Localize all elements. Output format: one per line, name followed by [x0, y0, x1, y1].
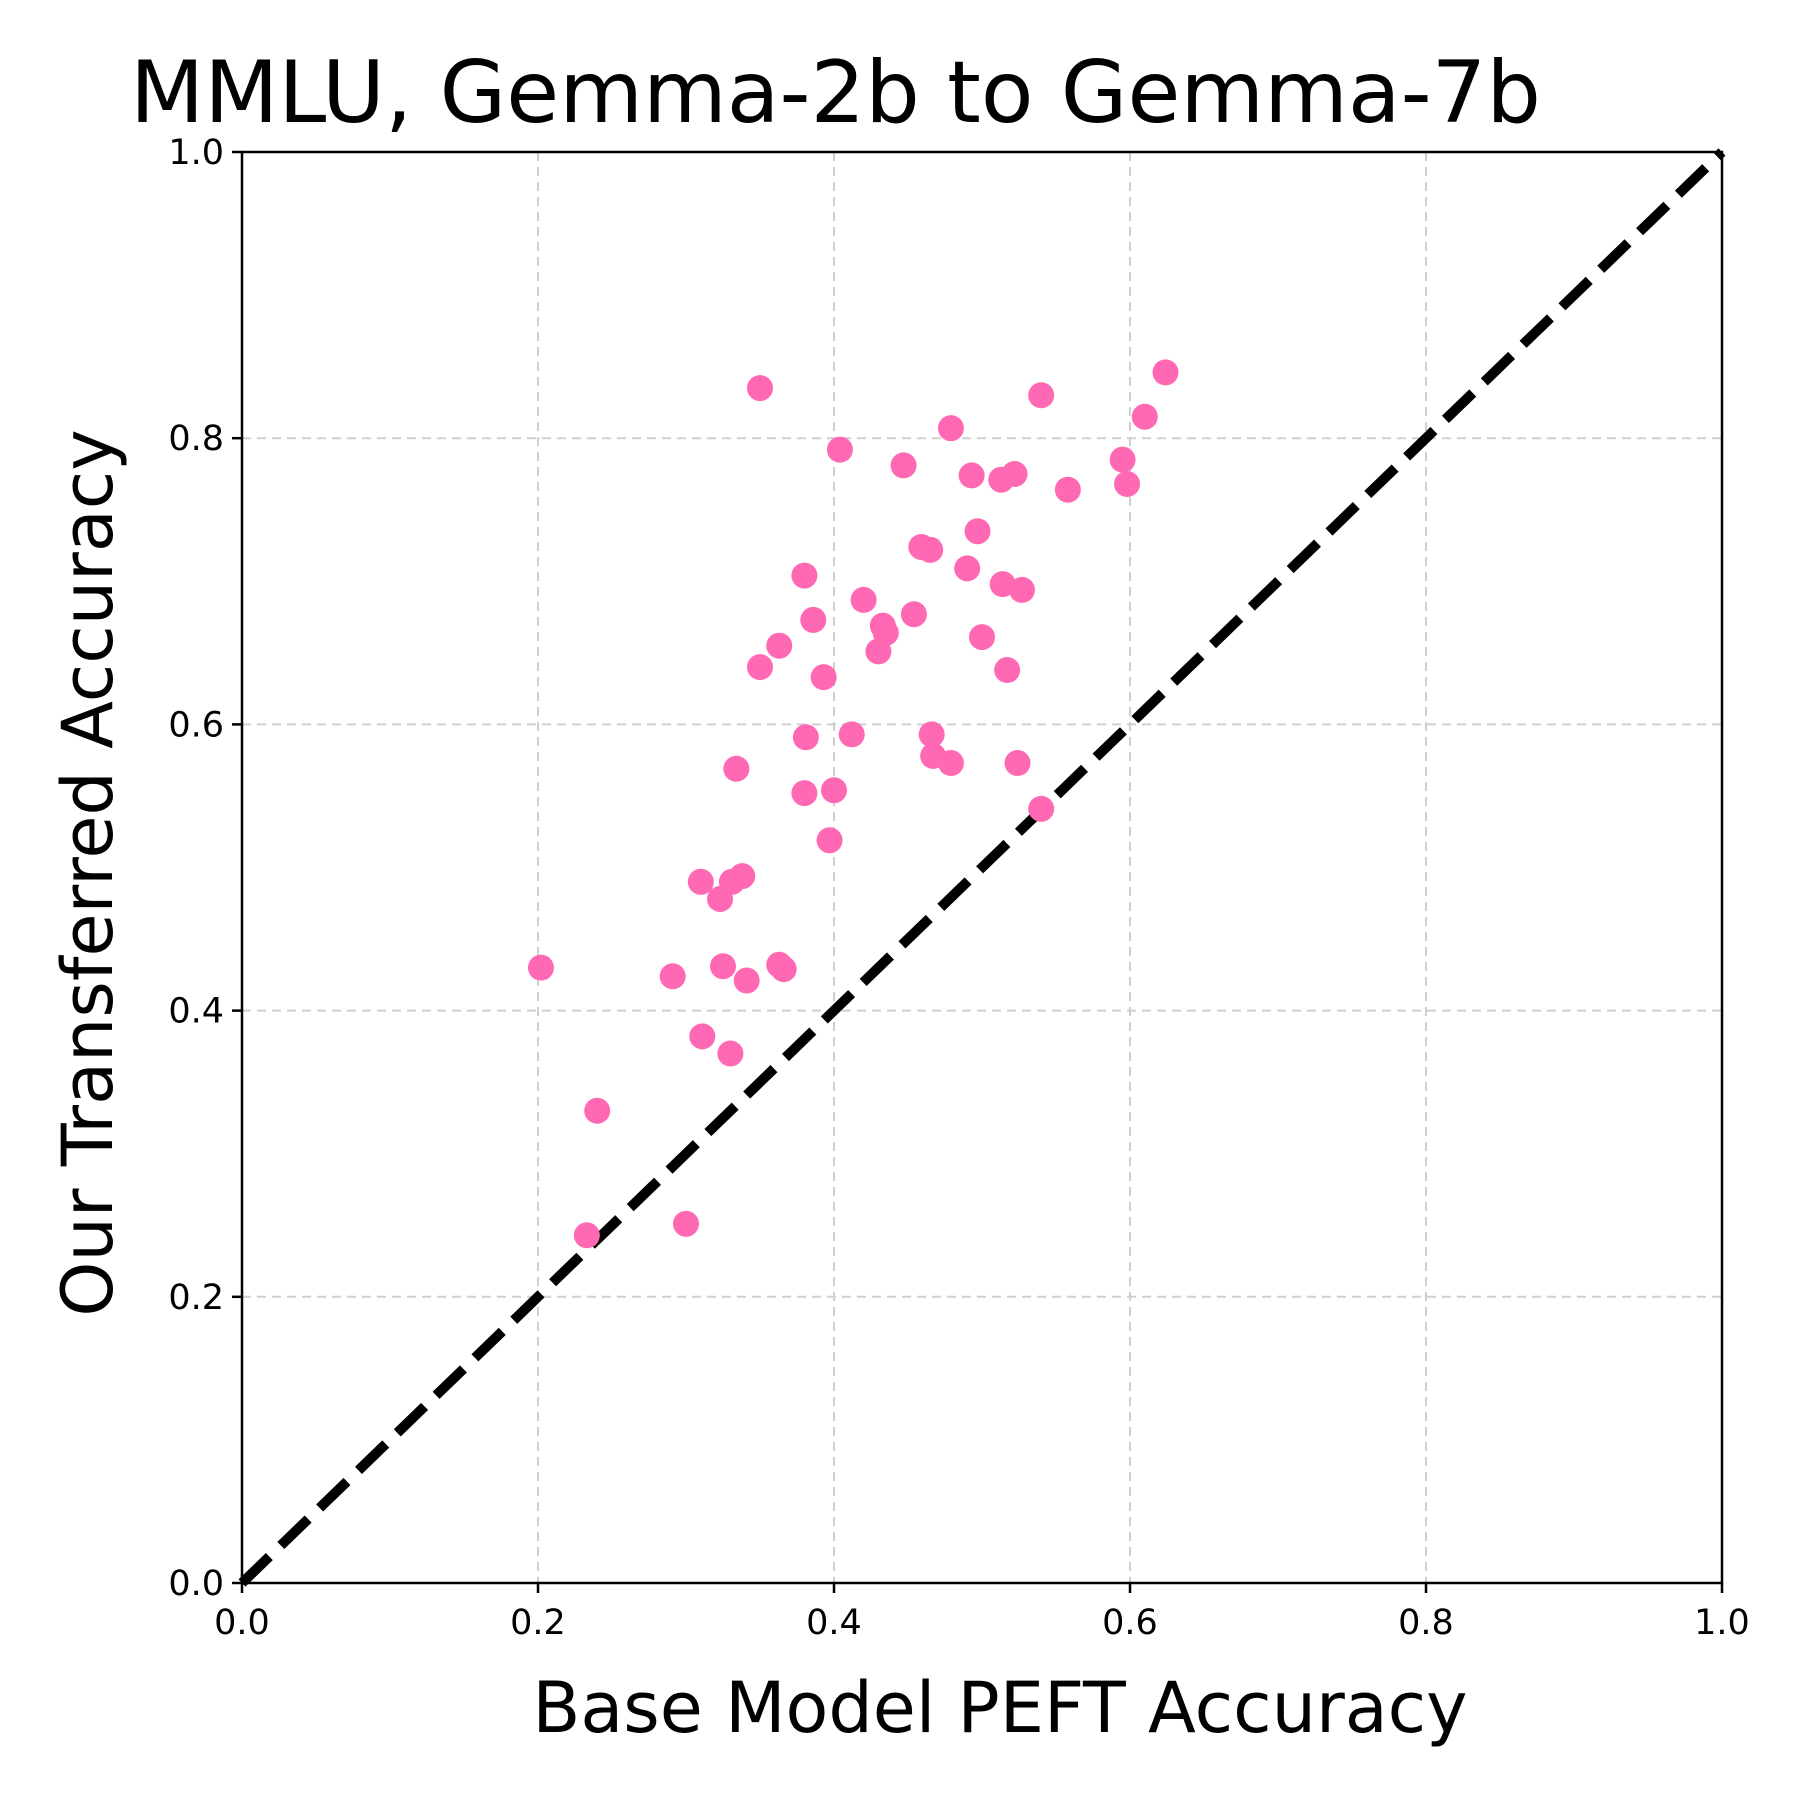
- data-point: [937, 415, 964, 442]
- data-point: [917, 536, 944, 563]
- data-point: [689, 1023, 716, 1050]
- data-point: [687, 868, 714, 895]
- data-point: [821, 777, 847, 804]
- data-point: [1008, 576, 1035, 603]
- data-point: [710, 953, 736, 980]
- data-point: [584, 1097, 611, 1124]
- data-point: [900, 601, 927, 628]
- data-point: [1001, 460, 1028, 487]
- data-point: [937, 750, 964, 777]
- data-point: [1114, 470, 1141, 497]
- data-point: [747, 654, 773, 681]
- x-tick-label: 0.0: [214, 1603, 270, 1643]
- data-point: [1028, 795, 1055, 822]
- data-point: [964, 518, 991, 545]
- data-point: [816, 827, 843, 854]
- data-point: [994, 657, 1021, 684]
- data-point: [733, 967, 760, 994]
- reference-diagonal-line: [238, 148, 1726, 1587]
- data-points: [527, 359, 1179, 1249]
- y-tick-label: 1.0: [168, 133, 224, 173]
- y-tick-label: 0.6: [168, 705, 224, 745]
- data-point: [958, 462, 985, 489]
- y-tick-label: 0.4: [168, 992, 224, 1032]
- data-point: [766, 632, 793, 659]
- data-point: [1152, 359, 1179, 386]
- data-point: [954, 555, 981, 582]
- x-axis-ticks: 0.0 0.2 0.4 0.6 0.8 1.0: [214, 1583, 1750, 1643]
- data-point: [659, 963, 686, 990]
- data-point: [723, 755, 750, 782]
- plot-area-frame: [240, 150, 1724, 1585]
- chart-title: MMLU, Gemma-2b to Gemma-7b: [130, 43, 1541, 143]
- x-axis-label: Base Model PEFT Accuracy: [532, 1667, 1467, 1749]
- data-point: [673, 1210, 699, 1237]
- grid-lines: [242, 152, 1722, 1583]
- data-point: [747, 375, 773, 402]
- data-point: [1109, 446, 1136, 473]
- x-tick-label: 0.4: [806, 1603, 862, 1643]
- y-tick-label: 0.2: [168, 1278, 224, 1318]
- data-point: [770, 956, 797, 983]
- data-point: [717, 1040, 744, 1067]
- data-point: [826, 436, 853, 463]
- data-point: [800, 606, 827, 633]
- data-point: [890, 452, 917, 479]
- y-axis-ticks: 0.0 0.2 0.4 0.6 0.8 1.0: [168, 133, 242, 1604]
- y-tick-label: 0.0: [168, 1564, 224, 1604]
- data-point: [810, 664, 837, 691]
- y-tick-label: 0.8: [168, 419, 224, 459]
- y-axis-label: Our Transferred Accuracy: [47, 429, 129, 1316]
- data-point: [791, 562, 818, 589]
- data-point: [918, 721, 945, 748]
- data-point: [872, 619, 899, 646]
- x-tick-label: 0.2: [510, 1603, 566, 1643]
- x-tick-label: 0.8: [1398, 1603, 1454, 1643]
- data-point: [969, 624, 995, 651]
- data-point: [791, 780, 818, 807]
- x-tick-label: 0.6: [1102, 1603, 1158, 1643]
- data-point: [1054, 476, 1081, 503]
- data-point: [1004, 750, 1031, 777]
- data-point: [729, 863, 756, 890]
- data-point: [1131, 403, 1158, 430]
- data-point: [527, 954, 554, 981]
- x-tick-label: 1.0: [1694, 1603, 1750, 1643]
- data-point: [792, 724, 819, 751]
- data-point: [838, 721, 865, 748]
- data-point: [1028, 382, 1055, 409]
- data-point: [573, 1222, 600, 1249]
- data-point: [850, 586, 877, 613]
